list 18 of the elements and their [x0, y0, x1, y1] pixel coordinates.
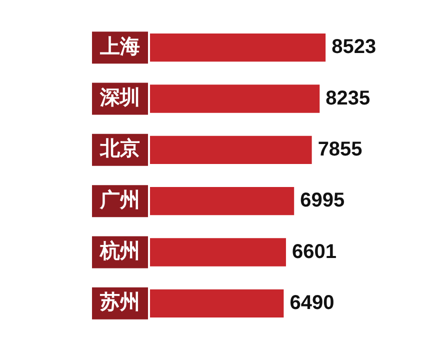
data-label: 8235: [326, 87, 370, 110]
bar: [150, 289, 284, 318]
bar: [150, 136, 312, 164]
bar: [150, 187, 294, 216]
bar: [150, 238, 286, 266]
y-tick-label: 北京: [99, 136, 140, 160]
y-tick-label: 深圳: [99, 84, 140, 109]
data-label: 7855: [318, 138, 362, 160]
y-tick-label: 苏州: [99, 290, 140, 314]
data-label: 6995: [300, 190, 345, 212]
bar: [150, 34, 326, 62]
data-label: 6601: [292, 240, 336, 263]
y-tick-label: 广州: [99, 187, 140, 212]
data-label: 8523: [332, 36, 376, 58]
y-tick-label: 杭州: [99, 238, 140, 262]
y-tick-label: 上海: [99, 34, 140, 58]
data-label: 6490: [290, 292, 334, 314]
bar: [150, 84, 320, 113]
